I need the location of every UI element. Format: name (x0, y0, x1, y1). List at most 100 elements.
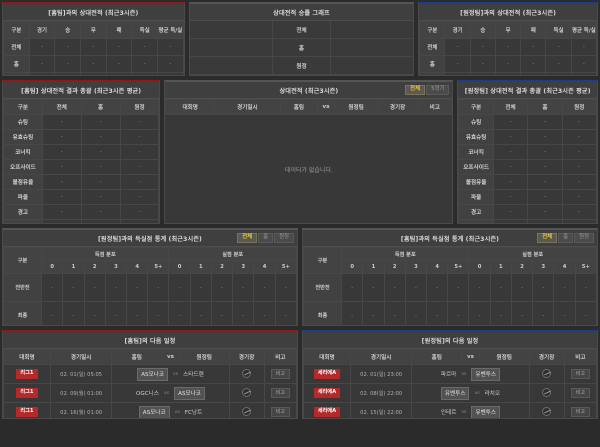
stadium-cell (228, 402, 265, 418)
stadium-icon[interactable] (242, 406, 252, 416)
note-button[interactable]: 비고 (270, 369, 290, 379)
table-row: 퇴장--- (458, 219, 598, 223)
cell: - (570, 38, 598, 56)
panel-title: [홈팀]과의 상대전적 (최근3시즌) (48, 9, 139, 17)
cell: - (41, 129, 82, 145)
panel-header: [홈팀] 상대전적 결과 총괄 (최근3시즌 평균) (3, 82, 160, 99)
stadium-icon[interactable] (542, 406, 552, 416)
toggle-5-matches[interactable]: 5경기 (426, 84, 450, 95)
home-team-name[interactable]: OGC니스 (136, 391, 159, 397)
panel-winrate-graph: 상대전적 승률 그래프 전체 홈 원정 (188, 2, 415, 76)
toggle-all[interactable]: 전체 (405, 84, 426, 95)
cell: - (104, 273, 128, 302)
note-cell: 비고 (563, 383, 597, 403)
table-row[interactable]: 리그1 02. 01(일) 05:05 AS모나코 vs 스타드렌 비고 (3, 364, 297, 384)
away-team-name[interactable]: FC낭트 (184, 410, 203, 416)
graph-bar-away (331, 39, 413, 56)
cell: - (80, 159, 121, 175)
table-row[interactable]: 리그1 02. 16(월) 01:00 AS모나코 vs FC낭트 비고 (3, 402, 297, 418)
row-label: 오프사이드 (3, 159, 43, 175)
cell: - (520, 55, 547, 73)
col-league: 대회명 (165, 99, 216, 115)
stadium-icon[interactable] (242, 387, 252, 397)
away-team-name[interactable]: AS모나코 (174, 386, 205, 400)
table-header-row: 0 1 2 3 4 5+ 0 1 2 3 4 5+ (4, 260, 297, 274)
league-badge[interactable]: 리그1 (16, 369, 38, 379)
cell: - (147, 301, 170, 325)
panel-header: [원정팀]의 다음 일정 (303, 332, 597, 349)
table-header-row: 구분 전체 홈 원정 (3, 99, 160, 115)
note-button[interactable]: 비고 (570, 369, 590, 379)
cell: - (561, 174, 598, 190)
stadium-icon[interactable] (542, 387, 552, 397)
panel-header: 상대전적 (최근3시즌) 전체 5경기 (165, 82, 453, 99)
away-team-name[interactable]: 유벤투스 (471, 367, 501, 381)
cell: - (28, 72, 56, 75)
panel-title: [홈팀]의 다음 일정 (124, 337, 176, 345)
table-row[interactable]: 리그1 02. 09(월) 01:00 OGC니스 vs AS모나코 비고 (3, 383, 297, 403)
home-team-name[interactable]: AS모나코 (138, 405, 170, 418)
table-row: 홈 - - - - - - (3, 55, 184, 73)
home-team-name[interactable]: 인테르 (440, 410, 457, 416)
cell: - (532, 273, 555, 302)
home-team-name[interactable]: 유벤투스 (440, 386, 470, 400)
row-label: 전체 (419, 38, 446, 56)
note-button[interactable]: 비고 (570, 388, 590, 398)
cell: - (168, 301, 191, 325)
table-row[interactable]: 세리에A 02. 08(일) 22:00 유벤투스 vs 라치오 비고 (303, 383, 597, 403)
league-cell: 리그1 (3, 402, 51, 418)
cell: - (561, 204, 598, 220)
toggle-home[interactable]: 홈 (558, 232, 574, 243)
bucket-scored-4: 4 (426, 260, 449, 274)
toggle-all[interactable]: 전체 (237, 232, 258, 243)
league-badge[interactable]: 리그1 (16, 407, 38, 417)
bucket-conceded-2: 2 (510, 260, 534, 274)
away-team-name[interactable]: 라치오 (484, 391, 501, 397)
toggle-away[interactable]: 원정 (574, 232, 594, 243)
col-away-team: 원정팀 (478, 349, 530, 365)
cell: - (119, 129, 160, 145)
cell: - (362, 273, 385, 302)
col-note: 비고 (563, 349, 597, 365)
note-button[interactable]: 비고 (270, 407, 290, 417)
away-team-name[interactable]: 스타드렌 (183, 372, 204, 378)
league-badge[interactable]: 세리에A (313, 407, 341, 417)
league-badge[interactable]: 세리에A (313, 369, 341, 379)
toggle-away[interactable]: 원정 (274, 232, 294, 243)
cell: - (210, 301, 234, 325)
cell: - (570, 55, 598, 73)
vs-label: vs (163, 390, 170, 396)
table-row[interactable]: 세리에A 02. 15(일) 22:00 인테르 vs 유벤투스 비고 (303, 402, 597, 418)
cell: - (341, 273, 364, 302)
panel-header: [홈팀]과의 상대전적 (최근3시즌) (3, 4, 184, 21)
match-datetime: 02. 08(일) 22:00 (349, 383, 413, 403)
league-badge[interactable]: 리그1 (16, 388, 38, 398)
cell: - (561, 189, 598, 205)
league-cell: 세리에A (303, 402, 351, 418)
toggle-home[interactable]: 홈 (258, 232, 274, 243)
winrate-graph-body: 전체 홈 원정 (189, 21, 414, 75)
cell: - (83, 301, 106, 325)
cell: - (54, 38, 82, 56)
stadium-icon[interactable] (542, 368, 552, 378)
cell: - (253, 273, 276, 302)
note-button[interactable]: 비고 (570, 407, 590, 417)
home-team-name[interactable]: AS모나코 (137, 367, 169, 381)
stadium-icon[interactable] (242, 368, 252, 378)
stadium-cell (228, 364, 265, 384)
home-team-name[interactable]: 파르마 (440, 372, 457, 378)
away-team-name[interactable]: 유벤투스 (471, 405, 501, 418)
cell: - (157, 38, 184, 56)
note-button[interactable]: 비고 (270, 388, 290, 398)
home-head-to-head-table: 구분 경기 승 무 패 득실 평균 득/실 전체 - - - - - (3, 21, 184, 75)
table-row: 전체 - - - - - - (419, 38, 598, 56)
table-row: 최종 - - - - - - - - - - - - (3, 301, 297, 325)
cell: - (492, 204, 529, 220)
league-badge[interactable]: 세리에A (313, 388, 341, 398)
table-row[interactable]: 세리에A 02. 01(일) 23:00 파르마 vs 유벤투스 비고 (303, 364, 597, 384)
cell: - (492, 174, 529, 190)
toggle-all[interactable]: 전체 (537, 232, 558, 243)
panel-header: [원정팀] 상대전적 결과 총괄 (최근3시즌 평균) (458, 82, 598, 99)
col-total: 전체 (492, 99, 529, 115)
cell: - (527, 159, 563, 175)
